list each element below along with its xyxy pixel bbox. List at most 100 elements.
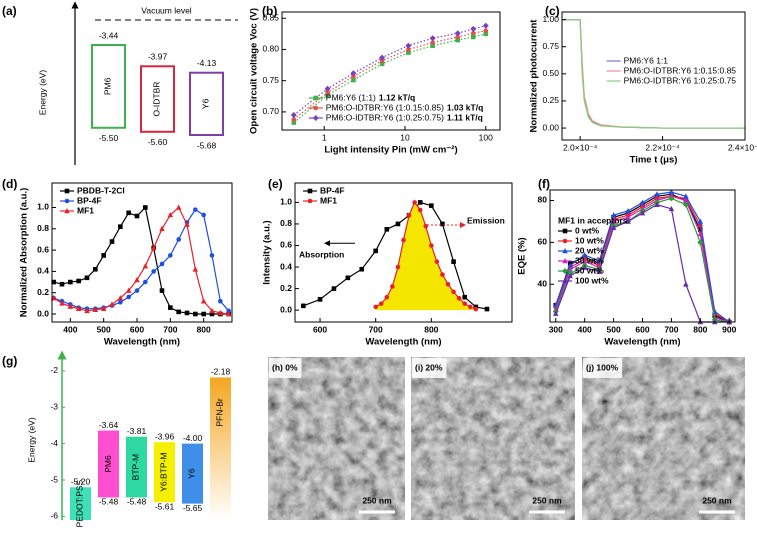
x-tick-label: 500: [607, 324, 621, 334]
legend-ideality: 1.12 kT/q: [379, 92, 415, 102]
marker: [217, 309, 224, 316]
x-tick-label: 400: [578, 324, 592, 334]
y-tick-label: 0.0: [37, 308, 49, 318]
marker: [67, 303, 74, 309]
marker: [483, 28, 489, 34]
marker: [470, 34, 476, 40]
line: [53, 206, 229, 315]
line: [303, 201, 488, 310]
marker: [610, 218, 617, 224]
marker: [639, 199, 646, 205]
legend-ideality: 1.03 kT/q: [447, 102, 483, 112]
afm-image: [411, 357, 575, 520]
image-label: (i) 20%: [415, 362, 443, 372]
y-tick-label: -4: [50, 438, 58, 448]
line: [53, 206, 229, 315]
x-tick-label: 100: [479, 132, 493, 142]
marker: [429, 35, 436, 42]
legend-title: MF1 in acceptors: [558, 215, 628, 225]
legend-label: BP-4F: [77, 195, 102, 205]
legend-ideality: 1.11 kT/q: [447, 112, 483, 122]
legend-label: MF1: [77, 205, 94, 215]
marker: [596, 268, 602, 275]
marker: [417, 200, 423, 205]
marker: [313, 95, 319, 101]
marker: [668, 189, 675, 195]
y-axis-label: Normalized Absorption (a.u.): [19, 188, 30, 317]
scale-bar-label: 250 nm: [362, 495, 392, 505]
level-label: -3.64: [99, 420, 119, 430]
y-tick-label: 0.80: [262, 44, 279, 54]
marker: [610, 212, 617, 218]
image-label: (h) 0%: [272, 362, 298, 372]
material-name: Y6:BTP-M: [159, 453, 169, 492]
area: [375, 202, 476, 311]
y-axis-label: Intensity (a.u.): [262, 220, 273, 284]
marker: [639, 210, 646, 216]
y-tick-label: -5: [50, 474, 58, 484]
marker: [562, 258, 568, 264]
marker: [379, 54, 386, 61]
marker: [64, 208, 70, 214]
x-tick-label: 500: [97, 324, 111, 334]
y-tick-label: 0.75: [542, 41, 559, 51]
marker: [430, 43, 435, 49]
marker: [225, 311, 232, 317]
y-tick-label: 0.4: [37, 266, 49, 276]
legend-label: PM6:O-IDTBR:Y6 (1:0.25:0.75): [326, 112, 444, 122]
marker: [226, 308, 231, 314]
marker: [697, 239, 704, 246]
marker: [150, 244, 157, 251]
marker: [118, 299, 123, 305]
marker: [351, 77, 356, 83]
material-name: PFN-Br: [215, 398, 225, 427]
marker: [429, 203, 434, 208]
y-tick-label: 0.6: [37, 244, 49, 254]
scale-bar-label: 250 nm: [702, 495, 732, 505]
energy-bar: [98, 430, 119, 498]
marker: [384, 294, 390, 300]
marker: [384, 227, 390, 232]
marker: [291, 120, 297, 125]
marker: [445, 281, 451, 287]
x-axis-label: Light intensity Pin (mW cm⁻²): [324, 145, 457, 156]
marker: [455, 37, 461, 43]
marker: [405, 42, 412, 49]
marker: [125, 287, 132, 293]
marker: [473, 306, 479, 312]
marker: [698, 227, 703, 233]
marker: [291, 117, 297, 122]
energy-bar: [91, 44, 126, 129]
x-tick-label: 2.4×10⁻⁴: [728, 142, 757, 152]
marker: [59, 300, 65, 306]
marker: [176, 309, 181, 315]
plot-frame: [281, 11, 501, 131]
marker: [668, 205, 675, 212]
x-tick-label: 600: [130, 324, 144, 334]
marker: [562, 278, 568, 284]
line: [562, 18, 745, 129]
marker: [134, 213, 140, 219]
marker: [401, 237, 406, 243]
marker: [109, 239, 115, 244]
marker: [562, 248, 568, 254]
y-tick-label: 40: [538, 279, 548, 289]
marker: [406, 213, 412, 218]
marker: [93, 266, 98, 272]
x-tick-label: 1: [322, 132, 327, 142]
legend-label: BP-4F: [320, 185, 345, 195]
energy-bar: [70, 487, 91, 520]
marker: [143, 279, 148, 285]
marker: [307, 198, 313, 204]
plot-frame: [51, 182, 233, 323]
marker: [697, 218, 704, 224]
marker: [440, 272, 445, 277]
marker: [429, 243, 434, 248]
y-tick-label: 0.0: [280, 304, 292, 314]
marker: [454, 30, 461, 37]
marker: [390, 284, 395, 289]
marker: [395, 221, 401, 227]
y-tick-label: 0.25: [542, 95, 559, 105]
marker: [350, 70, 357, 77]
